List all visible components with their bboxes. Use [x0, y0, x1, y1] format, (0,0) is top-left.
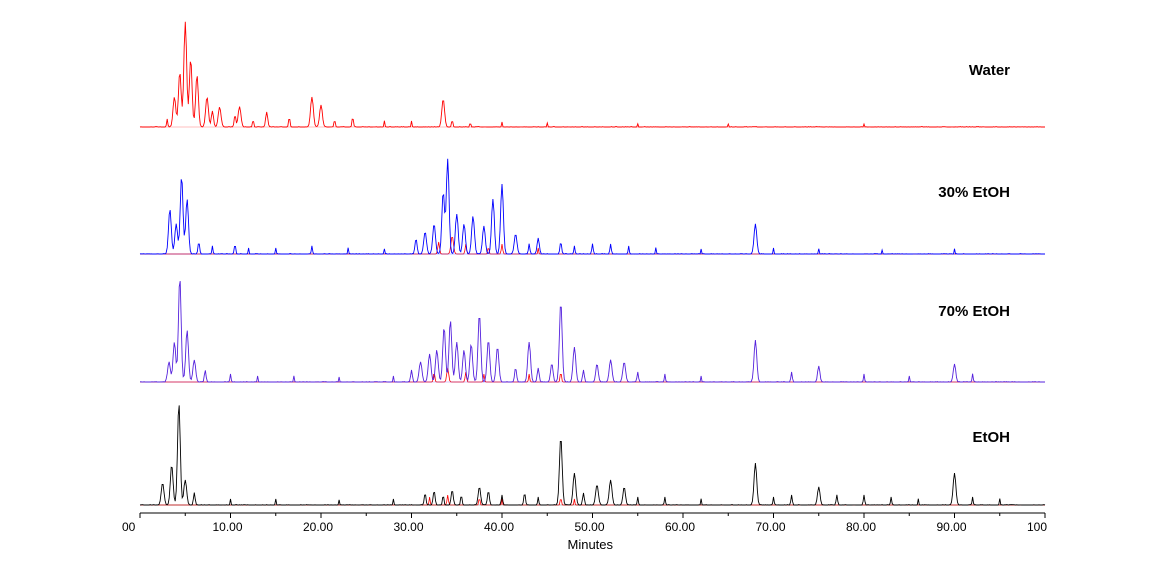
x-tick-label: 60.00 — [665, 520, 695, 534]
series-label-3: EtOH — [973, 429, 1011, 446]
x-axis-label: Minutes — [568, 537, 614, 552]
series-2-trace — [140, 281, 1045, 382]
x-tick-label: 90.00 — [937, 520, 967, 534]
x-tick-label: 40.00 — [484, 520, 514, 534]
x-tick-label: 50.00 — [575, 520, 605, 534]
x-tick-label: 80.00 — [846, 520, 876, 534]
x-tick-label: 30.00 — [394, 520, 424, 534]
series-label-0: Water — [969, 62, 1010, 79]
chromatogram-svg — [0, 0, 1171, 566]
series-1-trace — [140, 159, 1045, 254]
chromatogram-figure: Water 30% EtOH 70% EtOH EtOH Minutes 00 1… — [0, 0, 1171, 566]
series-0-trace — [140, 22, 1045, 127]
series-label-1: 30% EtOH — [938, 184, 1010, 201]
series-3-trace — [140, 405, 1045, 505]
series-2-residual — [140, 368, 1045, 382]
x-tick-label: 00 — [122, 520, 135, 534]
series-label-2: 70% EtOH — [938, 303, 1010, 320]
x-tick-label: 20.00 — [303, 520, 333, 534]
x-tick-label: 10.00 — [213, 520, 243, 534]
x-tick-label: 70.00 — [756, 520, 786, 534]
x-tick-label: 100 — [1027, 520, 1047, 534]
